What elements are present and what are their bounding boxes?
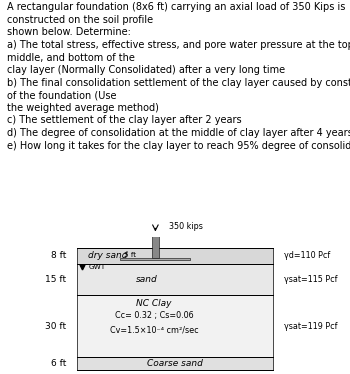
Bar [152,235,159,258]
Text: 8 ft: 8 ft [51,251,66,260]
Text: dry sand: dry sand [88,251,127,260]
Text: Cc= 0.32 ; Cs=0.06: Cc= 0.32 ; Cs=0.06 [115,312,193,321]
Bar [77,358,273,370]
Text: Coarse sand: Coarse sand [147,359,203,368]
Bar [120,258,190,260]
Text: γd=110 Pcf: γd=110 Pcf [284,251,330,260]
Text: 5 ft: 5 ft [124,252,136,258]
Text: sand: sand [136,275,158,284]
Text: 6 ft: 6 ft [51,359,66,368]
Text: NC Clay: NC Clay [136,299,172,308]
Text: 350 kips: 350 kips [169,223,203,232]
Text: Cv=1.5×10⁻⁴ cm²/sec: Cv=1.5×10⁻⁴ cm²/sec [110,326,198,335]
Text: γsat=115 Pcf: γsat=115 Pcf [284,275,337,284]
Text: 30 ft: 30 ft [46,322,66,331]
Text: A rectangular foundation (8x6 ft) carrying an axial load of 350 Kips is
construc: A rectangular foundation (8x6 ft) carryi… [7,2,350,150]
Text: 15 ft: 15 ft [46,275,66,284]
Text: γsat=119 Pcf: γsat=119 Pcf [284,322,337,331]
Text: GWT: GWT [88,264,105,270]
